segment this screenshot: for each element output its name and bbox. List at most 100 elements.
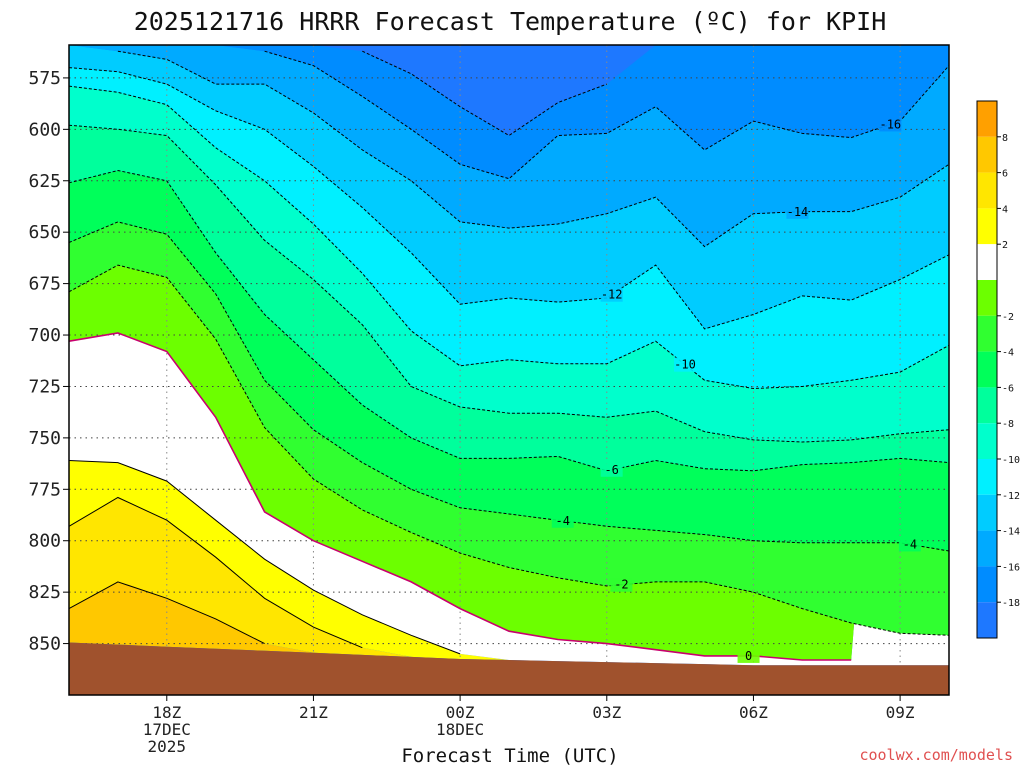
y-tick-label: 625 — [28, 171, 61, 192]
colorbar-swatch — [977, 351, 997, 388]
y-tick-label: 700 — [28, 325, 61, 346]
isotherm-m10 — [68, 85, 950, 390]
y-tick-label: 575 — [28, 68, 61, 89]
temperature-band-m8 — [69, 125, 949, 471]
x-tick-label: 09Z — [886, 703, 915, 722]
colorbar-swatch — [977, 566, 997, 603]
colorbar-swatch — [977, 494, 997, 531]
isotherm-4 — [68, 496, 363, 649]
colorbar-label: -8 — [1002, 419, 1014, 430]
colorbar-label: 2 — [1002, 240, 1008, 251]
colorbar-swatch — [977, 208, 997, 245]
isotherm-2 — [68, 460, 461, 655]
colorbar-swatch — [977, 423, 997, 459]
colorbar-swatch — [977, 172, 997, 209]
colorbar-swatch — [977, 315, 997, 352]
isotherm-0 — [68, 332, 852, 661]
colorbar-label: -2 — [1002, 312, 1014, 323]
colorbar-label: 8 — [1002, 133, 1008, 144]
y-tick-label: 600 — [28, 119, 61, 140]
x-tick-label: 03Z — [592, 703, 621, 722]
isotherm-m6 — [68, 169, 950, 472]
y-tick-label: 800 — [28, 531, 61, 552]
temperature-band-4 — [69, 497, 949, 666]
isotherm-label-bg — [610, 577, 633, 592]
isotherm-label-bg — [674, 357, 696, 372]
temperature-band-2 — [69, 460, 949, 666]
temperature-band-m18 — [69, 45, 949, 179]
colorbar-swatch — [977, 387, 997, 424]
isotherm-label: -16 — [879, 117, 901, 131]
isotherm-label: 0 — [745, 649, 752, 663]
temperature-band-m14 — [69, 45, 949, 329]
grid-layer — [69, 45, 949, 695]
colorbar-swatch — [977, 530, 997, 567]
x-tick-label: 18Z — [152, 703, 181, 722]
temperature-band-m16 — [69, 45, 949, 247]
isotherm-m2 — [68, 264, 950, 636]
colorbar-swatch — [977, 280, 997, 316]
x-tick-label: 00Z — [446, 703, 475, 722]
isotherm-m8 — [68, 124, 950, 443]
x-tick-label: 18DEC — [436, 720, 484, 739]
y-tick-label: 825 — [28, 582, 61, 603]
y-axis: 575 600 625 650 675 700 725 750 775 800 825 850 — [28, 68, 69, 655]
isotherm-label-bg — [600, 462, 623, 477]
isotherm-m14 — [117, 50, 950, 248]
isotherm-6 — [68, 581, 265, 645]
isotherm-label: -10 — [674, 358, 696, 372]
x-tick-label: 06Z — [739, 703, 768, 722]
isotherm-label-bg — [737, 648, 760, 663]
chart-title: 2025121716 HRRR Forecast Temperature (ºC… — [134, 7, 887, 36]
colorbar-label: 6 — [1002, 169, 1008, 180]
isotherm-label-bg — [879, 117, 902, 132]
y-tick-label: 775 — [28, 479, 61, 500]
temperature-band-m4 — [69, 221, 949, 636]
isotherm-label-bg — [786, 204, 809, 219]
colorbar-label: -4 — [1002, 348, 1014, 359]
isotherm-m18 — [362, 50, 607, 137]
y-tick-label: 850 — [28, 634, 61, 655]
temperature-fill-layer — [69, 45, 949, 695]
isotherm-label: -6 — [604, 463, 618, 477]
colorbar-label: -14 — [1002, 527, 1020, 538]
y-tick-label: 725 — [28, 376, 61, 397]
colorbar-swatch — [977, 459, 997, 495]
terrain-layer — [69, 642, 949, 695]
temperature-band-m6 — [69, 170, 949, 551]
isotherm-m4 — [68, 221, 950, 552]
temperature-band-m2 — [69, 45, 949, 660]
colorbar-label: -10 — [1002, 455, 1020, 466]
x-axis-label: Forecast Time (UTC) — [401, 745, 618, 767]
terrain-shape — [69, 642, 949, 695]
x-tick-label: 2025 — [148, 737, 187, 756]
isotherm-m12 — [68, 67, 950, 330]
colorbar-swatch — [977, 101, 997, 137]
isotherm-label-bg — [600, 287, 623, 302]
isotherm-label: -12 — [601, 288, 623, 302]
x-tick-label: 17DEC — [143, 720, 191, 739]
isotherm-label-bg — [898, 537, 921, 552]
credit-text: coolwx.com/models — [859, 746, 1013, 764]
colorbar-frame — [976, 100, 998, 639]
isotherm-lines-layer — [68, 50, 950, 661]
colorbar-swatch — [977, 136, 997, 173]
y-tick-label: 675 — [28, 274, 61, 295]
isotherm-labels-layer: -16 -14 -12 -10 -6 -4 -4 -2 0 — [551, 117, 921, 663]
isotherm-label: -2 — [614, 578, 628, 592]
isotherm-label-bg — [551, 513, 574, 528]
colorbar-swatch — [977, 244, 997, 280]
isotherm-label: -4 — [556, 514, 570, 528]
colorbar-label: -12 — [1002, 491, 1020, 502]
colorbar-label: -6 — [1002, 383, 1014, 394]
colorbar: 8 6 4 2 -2 -4 -6 -8 -10 -12 -14 -16 -18 — [976, 100, 1020, 639]
temperature-band-m12 — [69, 67, 949, 389]
isotherm-m16 — [264, 50, 950, 180]
colorbar-label: -16 — [1002, 562, 1020, 573]
colorbar-swatch — [977, 602, 997, 638]
isotherm-label: -14 — [787, 205, 809, 219]
temperature-band-m10 — [69, 86, 949, 442]
colorbar-label: -18 — [1002, 598, 1020, 609]
y-tick-label: 750 — [28, 428, 61, 449]
